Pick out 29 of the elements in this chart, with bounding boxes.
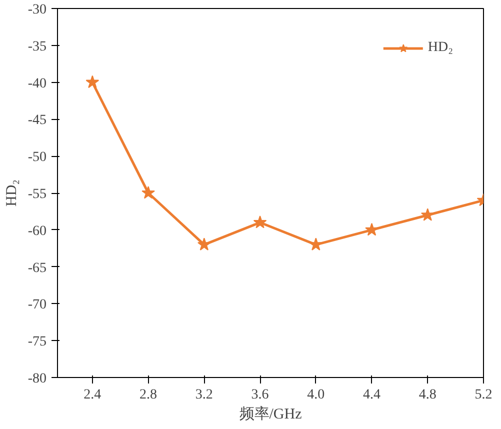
point — [420, 208, 434, 221]
y-tick-label: -60 — [28, 224, 47, 239]
y-tick-label: -50 — [28, 150, 47, 166]
x-tick-label: 4.8 — [418, 388, 436, 402]
y-tick-label: -35 — [28, 39, 47, 54]
point — [309, 238, 323, 250]
point — [253, 216, 267, 228]
x-axis-title: 频率/GHz — [239, 406, 302, 422]
y-tick-label: -75 — [28, 334, 47, 350]
y-tick-label: -55 — [28, 187, 47, 202]
x-tick-label: 4.4 — [363, 388, 381, 402]
point — [142, 186, 155, 199]
point — [197, 238, 211, 250]
point — [365, 222, 378, 236]
point — [86, 75, 100, 88]
x-tick-label: 4.0 — [307, 388, 325, 402]
y-tick-label: -40 — [28, 76, 47, 92]
y-tick-label: -45 — [28, 113, 47, 128]
x-tick-label: 5.2 — [474, 388, 492, 402]
y-tick-label: -80 — [28, 372, 47, 386]
x-tick-label: 3.2 — [195, 388, 213, 402]
legend-label: HD₂ — [428, 40, 453, 56]
y-tick-label: -30 — [28, 2, 47, 18]
x-tick-label: 2.8 — [140, 388, 158, 402]
x-tick-label: 2.4 — [84, 388, 102, 402]
x-tick-label: 3.6 — [251, 388, 269, 402]
y-tick-label: -65 — [28, 260, 47, 276]
y-tick-label: -70 — [28, 298, 47, 313]
y-axis-title: HD₂ — [4, 180, 20, 206]
